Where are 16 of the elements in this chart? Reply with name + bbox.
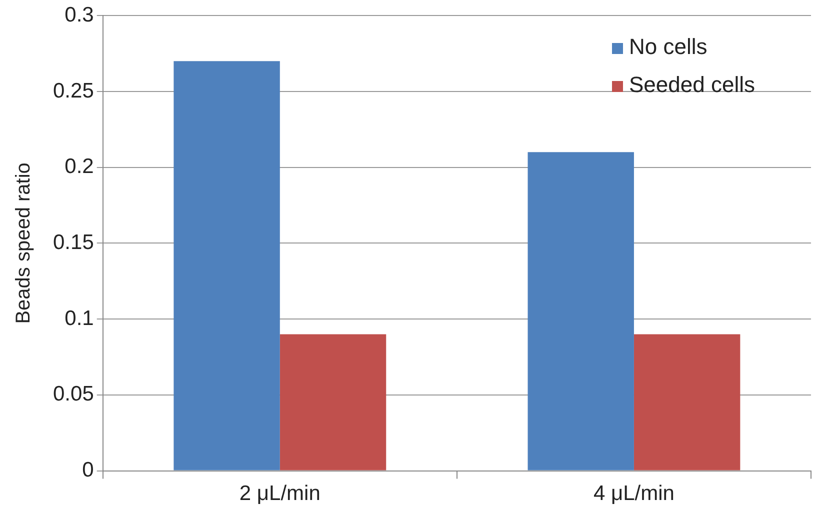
y-tick-label: 0.25 bbox=[52, 79, 94, 102]
bar bbox=[634, 334, 740, 470]
x-tick-label: 2 μL/min bbox=[239, 482, 320, 506]
y-tick-label: 0.1 bbox=[64, 306, 94, 330]
bar bbox=[174, 61, 280, 470]
y-tick-label: 0.3 bbox=[64, 3, 94, 26]
y-axis-title: Beads speed ratio bbox=[12, 162, 35, 324]
y-tick-label: 0.15 bbox=[52, 230, 94, 254]
y-tick-label: 0 bbox=[82, 458, 94, 482]
x-tick-label: 4 μL/min bbox=[593, 482, 674, 506]
bar bbox=[280, 334, 386, 470]
legend-label: No cells bbox=[629, 34, 708, 59]
legend-label: Seeded cells bbox=[629, 72, 755, 97]
y-tick-label: 0.2 bbox=[64, 155, 94, 178]
bar bbox=[528, 152, 634, 470]
y-tick-label: 0.05 bbox=[52, 382, 94, 406]
